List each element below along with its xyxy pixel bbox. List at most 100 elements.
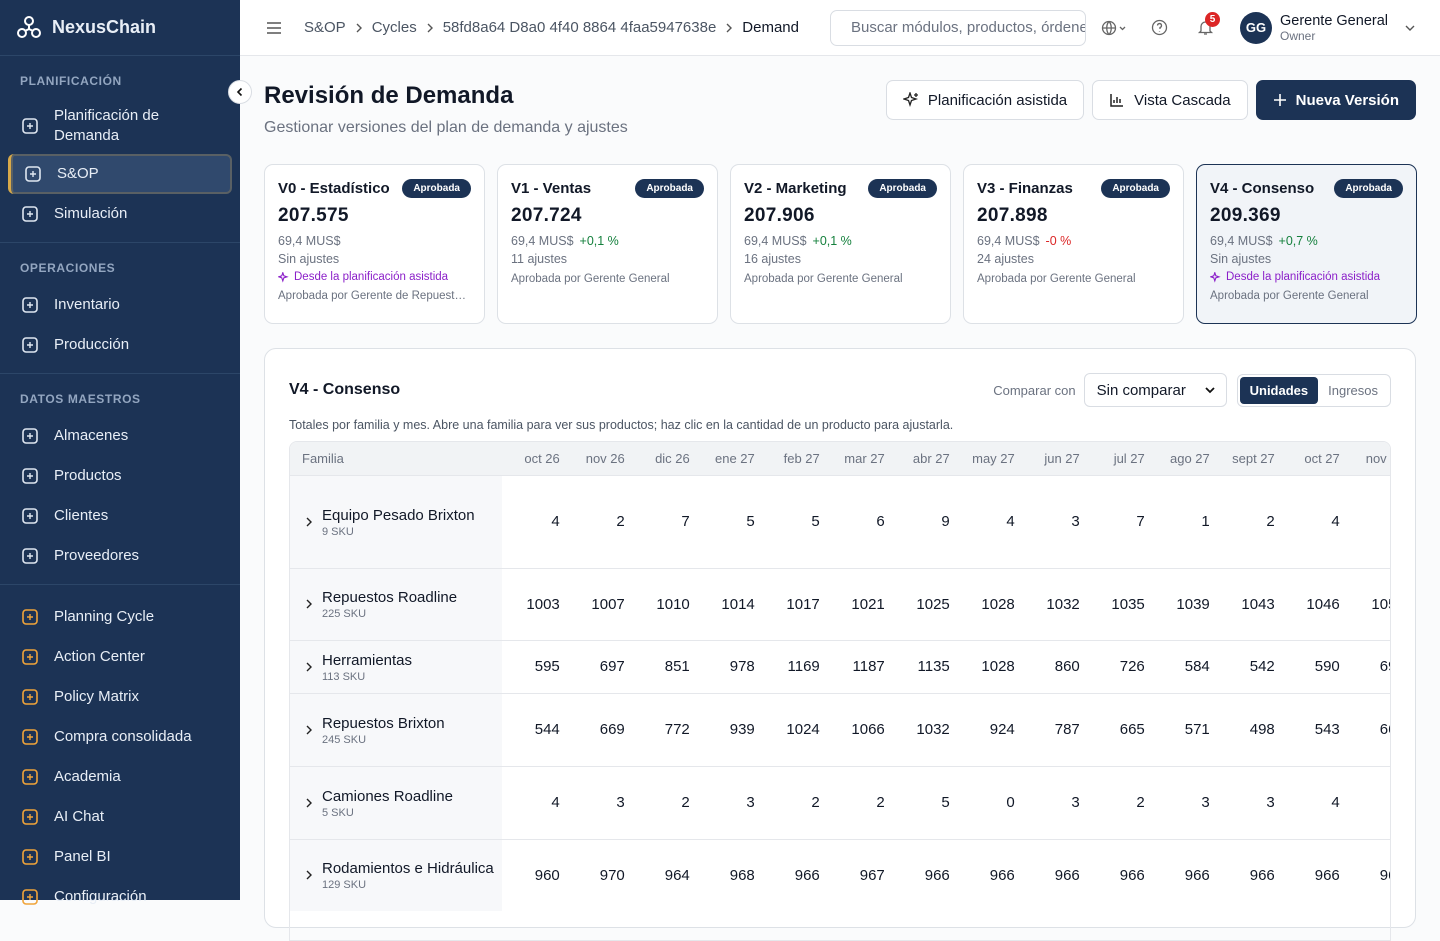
delta: +0,7 %: [1278, 234, 1318, 248]
toggle-option[interactable]: Unidades: [1239, 376, 1319, 404]
nav-item[interactable]: AI Chat: [8, 797, 232, 837]
value-cell: 966: [761, 838, 827, 911]
nav-section: PLANIFICACIÓN Planificación de Demanda S&O…: [0, 56, 240, 243]
family-toggle[interactable]: Repuestos Brixton 245 SKU: [304, 714, 494, 746]
family-info: Camiones Roadline 5 SKU: [322, 787, 453, 819]
nav-item[interactable]: Proveedores: [8, 536, 232, 576]
month-header: mar 27: [826, 442, 892, 475]
new-version-button[interactable]: Nueva Versión: [1255, 80, 1416, 120]
value-cell: 3: [1151, 765, 1217, 839]
brand[interactable]: NexusChain: [0, 0, 240, 56]
month-header: jun 27: [1021, 442, 1087, 475]
nav-item[interactable]: Inventario: [8, 285, 232, 325]
nav-item[interactable]: Panel BI: [8, 837, 232, 877]
breadcrumb-item[interactable]: S&OP: [304, 19, 346, 36]
value-cell: 1024: [761, 692, 827, 766]
value-cell: 966: [1216, 838, 1282, 911]
nav-item[interactable]: Action Center: [8, 637, 232, 677]
month-header: dic 26: [631, 442, 697, 475]
nav-section: OPERACIONES Inventario Producción: [0, 243, 240, 374]
version-card[interactable]: V0 - Estadístico Aprobada 207.575 69,4 MUS$…: [264, 164, 485, 324]
nav-item[interactable]: Policy Matrix: [8, 677, 232, 717]
nav-label: AI Chat: [54, 808, 105, 825]
family-toggle[interactable]: Repuestos Roadline 225 SKU: [304, 588, 494, 620]
value-cell: 1169: [761, 639, 827, 693]
version-card[interactable]: V1 - Ventas Aprobada 207.724 69,4 MUS$ +0,1 …: [497, 164, 718, 324]
breadcrumb-item[interactable]: Cycles: [371, 19, 417, 36]
assisted-planning-button[interactable]: Planificación asistida: [885, 80, 1085, 120]
value-cell: 966: [1346, 838, 1390, 911]
value-cell: 978: [696, 639, 762, 693]
value-cell: 4: [1281, 474, 1347, 568]
compare-select[interactable]: Sin comparar: [1083, 373, 1227, 407]
section-title: DATOS MAESTROS: [20, 392, 141, 406]
nav-label: Compra consolidada: [54, 728, 192, 745]
value-cell: 4: [1281, 765, 1347, 839]
cascade-view-button[interactable]: Vista Cascada: [1092, 80, 1248, 120]
search[interactable]: Buscar módulos, productos, órdenes...: [829, 9, 1086, 46]
family-row: Repuestos Roadline 225 SKU 1003 1007 1010 101…: [290, 567, 1390, 640]
status-badge: Aprobada: [1334, 179, 1403, 198]
menu-icon[interactable]: [264, 18, 284, 38]
status-badge: Aprobada: [868, 179, 937, 198]
version-card[interactable]: V4 - Consenso Aprobada 209.369 69,4 MUS$ +0,…: [1196, 164, 1417, 324]
family-toggle[interactable]: Camiones Roadline 5 SKU: [304, 787, 494, 819]
brand-name: NexusChain: [52, 17, 157, 37]
nav-item[interactable]: Almacenes: [8, 416, 232, 456]
value-cell: 966: [1086, 838, 1152, 911]
toggle-option[interactable]: Ingresos: [1328, 382, 1378, 398]
collapse-button[interactable]: [228, 80, 252, 104]
language-button[interactable]: [1096, 10, 1132, 46]
nav-icon: [22, 849, 38, 865]
nav-label: Productos: [54, 467, 122, 484]
nav-item[interactable]: Planificación de Demanda: [8, 98, 232, 154]
user-menu[interactable]: GG Gerente General Owner: [1239, 11, 1416, 44]
version-card[interactable]: V2 - Marketing Aprobada 207.906 69,4 MUS$ +0…: [730, 164, 951, 324]
version-amount: 69,4 MUS$ +0,7 %: [1210, 234, 1403, 248]
family-toggle[interactable]: Equipo Pesado Brixton 9 SKU: [304, 506, 494, 538]
nav-item[interactable]: S&OP: [8, 154, 232, 194]
value-cell: 967: [826, 838, 892, 911]
icon: [427, 23, 433, 32]
icon: [902, 92, 918, 108]
value-cell: 5: [891, 765, 957, 839]
nav-label: Inventario: [54, 296, 120, 313]
source-link[interactable]: Desde la planificación asistida: [278, 271, 471, 283]
actions: Planificación asistida Vista Cascada Nue…: [885, 80, 1416, 120]
nav-item[interactable]: Compra consolidada: [8, 717, 232, 757]
nav-item[interactable]: Configuración: [8, 877, 232, 917]
nav-item[interactable]: Academia: [8, 757, 232, 797]
nav-item[interactable]: Producción: [8, 325, 232, 365]
nav-label: Producción: [54, 336, 130, 353]
family-sku: 225 SKU: [322, 608, 367, 620]
value-cell: 939: [696, 692, 762, 766]
nav-item[interactable]: Planning Cycle: [8, 597, 232, 637]
value-cell: 2: [631, 765, 697, 839]
expand-icon: [306, 870, 312, 880]
month-header: jul 27: [1086, 442, 1152, 475]
value-cell: 1028: [956, 567, 1022, 640]
search-placeholder: Buscar módulos, productos, órdenes...: [850, 19, 1086, 36]
family-sku: 129 SKU: [322, 879, 367, 892]
family-name: Repuestos Roadline: [322, 589, 458, 606]
nav-item[interactable]: Simulación: [8, 194, 232, 234]
adjustments: Sin ajustes: [1210, 252, 1272, 266]
source-link[interactable]: Desde la planificación asistida: [1210, 271, 1403, 283]
breadcrumb-item[interactable]: 58fd8a64 D8a0 4f40 8864 4faa5947638e: [442, 19, 717, 36]
value-cell: 3: [1216, 765, 1282, 839]
family-toggle[interactable]: Rodamientos e Hidráulica 129 SKU: [304, 859, 494, 891]
nav-icon: [22, 769, 38, 785]
table-title: V4 - Consenso: [289, 381, 401, 398]
value-cell: 1017: [761, 567, 827, 640]
family-sku: 5 SKU: [322, 806, 354, 819]
nav-item[interactable]: Clientes: [8, 496, 232, 536]
value-cell: 1046: [1281, 567, 1347, 640]
version-card[interactable]: V3 - Finanzas Aprobada 207.898 69,4 MUS$ -0 …: [963, 164, 1184, 324]
help-button[interactable]: [1142, 10, 1178, 46]
value-cell: 595: [501, 639, 567, 693]
nav-item[interactable]: Productos: [8, 456, 232, 496]
family-toggle[interactable]: Herramientas 113 SKU: [304, 651, 494, 683]
notifications-button[interactable]: 5: [1188, 10, 1224, 46]
month-header: abr 27: [891, 442, 957, 475]
